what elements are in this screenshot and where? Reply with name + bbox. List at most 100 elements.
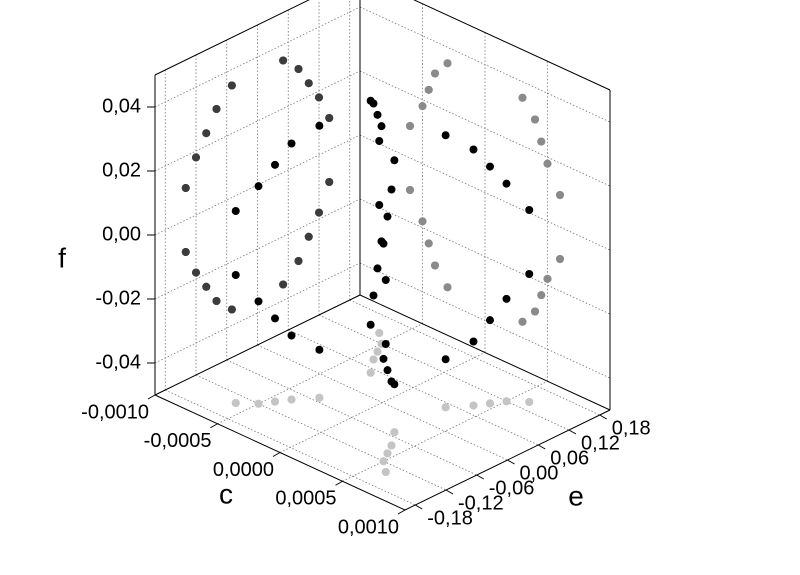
- data-point: [231, 271, 240, 279]
- data-point: [271, 314, 279, 323]
- projection-point: [212, 105, 221, 113]
- tick-mark: [568, 429, 577, 435]
- grid-line: [359, 198, 611, 315]
- x-tick-label: -0,0005: [144, 430, 212, 452]
- data-point: [315, 121, 324, 130]
- grid-line: [349, 299, 600, 416]
- data-point: [381, 276, 390, 284]
- projection-point: [486, 399, 494, 408]
- data-point: [379, 354, 388, 363]
- projection-point: [469, 401, 478, 410]
- projection-point: [294, 257, 303, 265]
- projection-point: [518, 93, 527, 102]
- data-point: [287, 331, 296, 340]
- grid-line: [165, 389, 416, 506]
- projection-point: [531, 115, 539, 124]
- data-point: [375, 137, 384, 145]
- x-tick-label: 0,0010: [338, 516, 399, 538]
- data-point: [502, 179, 511, 188]
- projection-point: [406, 122, 414, 130]
- x-axis-title: c: [219, 478, 233, 509]
- x-tick-label: -0,0010: [81, 401, 149, 423]
- y-tick-label: -0,12: [458, 492, 504, 514]
- grid-line: [154, 6, 361, 108]
- data-point: [287, 139, 296, 148]
- tick-mark: [599, 414, 607, 420]
- projection-point: [287, 395, 296, 404]
- projection-point: [379, 457, 388, 466]
- grid-line: [226, 359, 477, 476]
- projection-point: [181, 248, 190, 256]
- axis-line: [154, 294, 361, 396]
- y-tick-label: -0,06: [489, 477, 535, 499]
- grid-line: [359, 6, 611, 123]
- data-point: [379, 239, 388, 248]
- projection-point: [525, 398, 534, 406]
- projection-point: [304, 232, 313, 241]
- y-tick-label: 0,18: [612, 417, 651, 439]
- axis-line: [154, 0, 310, 76]
- data-point: [254, 182, 263, 191]
- projection-point: [202, 129, 211, 138]
- projection-point: [315, 208, 323, 217]
- projection-point: [181, 184, 190, 192]
- projection-point: [443, 283, 452, 292]
- projection-point: [375, 329, 384, 337]
- y-tick-label: 0,00: [520, 462, 559, 484]
- projection-point: [424, 85, 433, 94]
- projection-point: [366, 368, 375, 377]
- data-point: [525, 206, 534, 214]
- projection-point: [502, 397, 511, 406]
- projection-point: [431, 261, 439, 270]
- tick-mark: [397, 509, 406, 515]
- projection-point: [537, 291, 546, 300]
- projection-point: [424, 239, 433, 248]
- projection-point: [212, 297, 221, 305]
- projection-point: [383, 449, 392, 458]
- grid-line: [318, 314, 570, 431]
- projection-point: [315, 93, 323, 102]
- projection-point: [381, 468, 390, 476]
- data-point: [373, 264, 382, 273]
- projection-point: [543, 274, 552, 283]
- tick-mark: [335, 480, 343, 486]
- data-point: [375, 201, 384, 209]
- projection-point: [418, 102, 427, 111]
- projection-point: [556, 255, 564, 263]
- projection-point: [279, 280, 288, 289]
- projection-point: [227, 81, 236, 90]
- data-point: [390, 156, 399, 165]
- tick-mark: [272, 452, 281, 457]
- data-point: [315, 345, 324, 354]
- grid-line: [359, 70, 611, 187]
- y-tick-label: 0,12: [581, 432, 620, 454]
- grid-line: [154, 262, 361, 364]
- grid-line: [359, 262, 611, 379]
- projection-point: [390, 428, 399, 437]
- z-axis-title: f: [58, 242, 66, 273]
- data-point: [387, 377, 396, 386]
- projection-point: [192, 153, 200, 162]
- data-point: [381, 340, 390, 348]
- projection-point: [231, 399, 240, 407]
- projection-point: [294, 65, 303, 73]
- grid-line: [342, 380, 548, 482]
- projection-point: [202, 282, 211, 291]
- grid-line: [195, 374, 447, 491]
- z-tick-label: 0,02: [102, 159, 141, 181]
- tick-mark: [445, 489, 454, 495]
- projection-point: [369, 355, 378, 364]
- data-point: [525, 270, 534, 278]
- grid-line: [359, 134, 611, 251]
- projection-point: [192, 268, 200, 277]
- axis-line: [359, 294, 611, 411]
- data-point: [373, 110, 382, 119]
- grid-line: [217, 323, 423, 425]
- projection-point: [227, 305, 236, 314]
- projection-point: [271, 397, 279, 406]
- projection-point: [254, 399, 263, 408]
- data-point: [486, 162, 494, 171]
- data-point: [383, 366, 392, 375]
- data-point: [271, 160, 279, 169]
- z-tick-label: -0,02: [95, 287, 141, 309]
